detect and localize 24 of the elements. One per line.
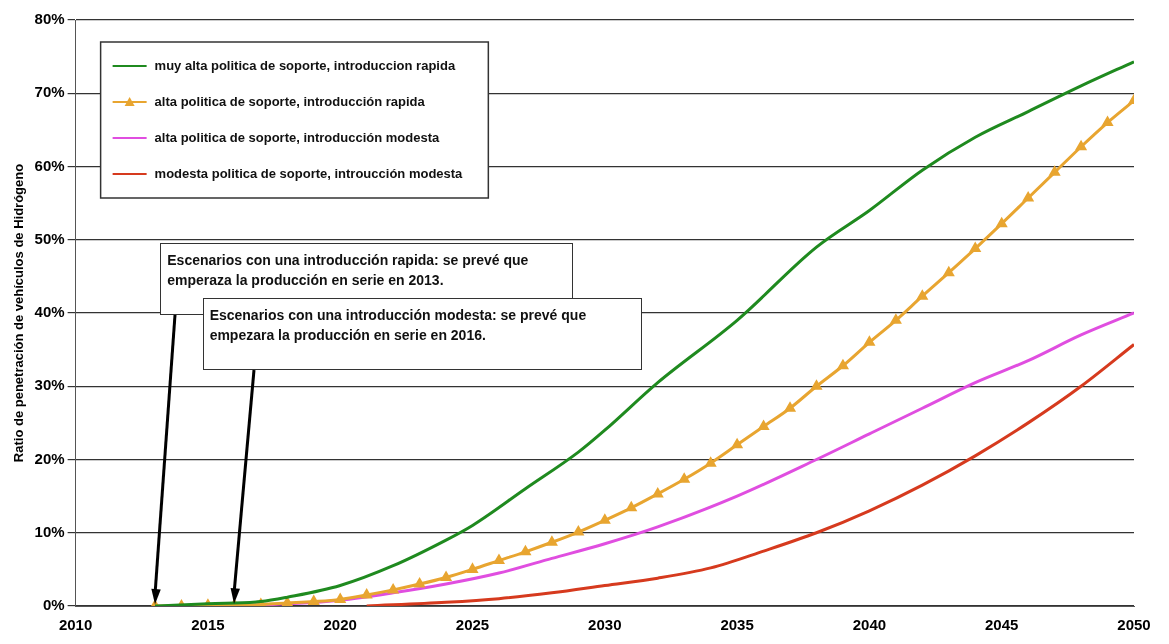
- callout-box: Escenarios con una introducción modesta: se prevé que empezara la producción en serie en 2016.: [202, 298, 642, 371]
- x-tick-label: 2030: [588, 616, 622, 634]
- y-tick-label: 40%: [34, 303, 65, 321]
- y-tick-label: 50%: [34, 229, 65, 247]
- y-axis-title: Ratio de penetración de vehículos de Hidrógeno: [11, 163, 27, 463]
- x-tick-label: 2010: [58, 616, 93, 634]
- x-tick-label: 2045: [985, 616, 1019, 634]
- y-tick-label: 10%: [34, 522, 65, 540]
- y-tick-label: 60%: [34, 156, 65, 174]
- y-tick-label: 0%: [42, 596, 65, 614]
- x-tick-label: 2020: [323, 616, 357, 634]
- x-tick-label: 2035: [720, 616, 754, 634]
- y-tick-label: 20%: [34, 449, 65, 467]
- y-tick-label: 30%: [34, 376, 65, 394]
- y-tick-label: 80%: [34, 10, 65, 28]
- legend-label: muy alta politica de soporte, introduccion rapida: [154, 57, 456, 73]
- legend-label: alta politica de soporte, introducción modesta: [154, 129, 440, 145]
- x-tick-label: 2050: [1117, 616, 1151, 634]
- legend-label: alta politica de soporte, introducción rapida: [154, 93, 426, 109]
- x-tick-label: 2040: [852, 616, 887, 634]
- x-tick-label: 2025: [455, 616, 490, 634]
- y-tick-label: 70%: [34, 83, 65, 101]
- x-tick-label: 2015: [191, 616, 225, 634]
- legend-label: modesta politica de soporte, introucción modesta: [154, 165, 464, 181]
